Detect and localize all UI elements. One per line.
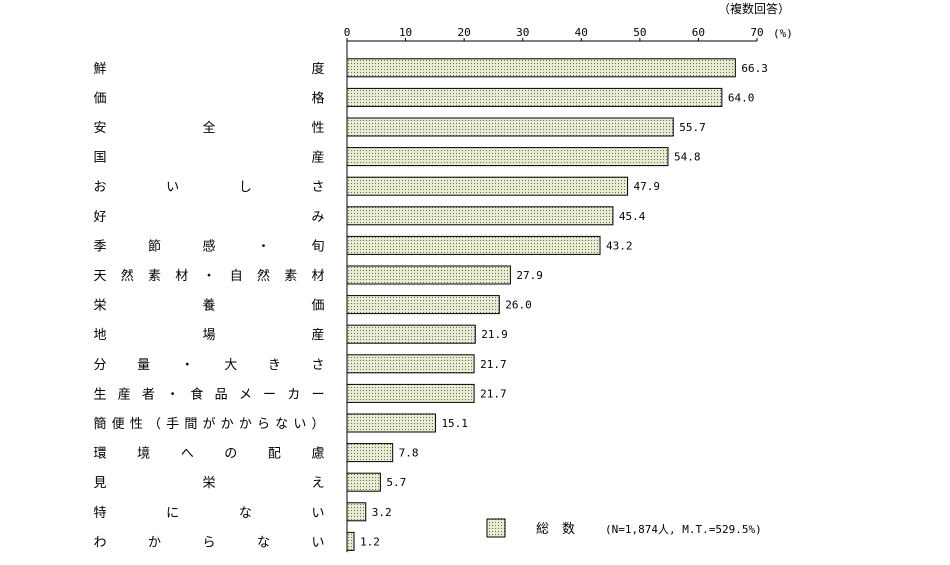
bar — [346, 87, 723, 107]
category-label: 栄養価 — [93, 298, 324, 314]
category-label: 見栄え — [93, 476, 324, 491]
value-label: 27.9 — [516, 269, 543, 282]
x-tick-label: 60 — [692, 26, 705, 39]
bar — [346, 502, 367, 522]
category-label: 国産 — [93, 150, 324, 166]
category-label: 生産者・食品メーカー — [93, 386, 324, 402]
bar — [346, 147, 669, 167]
category-label: わからない — [93, 535, 324, 550]
bar — [346, 531, 355, 551]
category-label: 季節感・旬 — [93, 238, 324, 254]
category-label: 特にない — [93, 506, 324, 521]
x-tick-label: 70 — [750, 26, 763, 39]
x-tick-label: 0 — [344, 26, 351, 39]
legend-series-name: 総 数 — [536, 522, 575, 537]
bar — [346, 354, 475, 374]
unit-label: (%) — [773, 27, 793, 40]
category-labels: 鮮度価 格安全性国 産おいしさ好 み季節感・旬天然素材・自然素材栄養価地場産分量・大き… — [93, 61, 324, 551]
legend-swatch — [486, 518, 506, 538]
category-label: 天然素材・自然素材 — [93, 268, 324, 284]
value-label: 66.3 — [741, 62, 768, 75]
category-label: 安全性 — [93, 120, 324, 136]
value-label: 1.2 — [360, 535, 380, 548]
category-label: 地場産 — [93, 327, 324, 343]
category-label: 環境への配慮 — [93, 447, 324, 462]
value-label: 15.1 — [441, 417, 468, 430]
bar — [346, 117, 674, 137]
value-label: 64.0 — [728, 91, 755, 104]
bar — [346, 413, 436, 433]
bar — [346, 206, 614, 226]
category-label: 簡便性（手間がかからない） — [93, 417, 324, 432]
value-label: 55.7 — [679, 121, 706, 134]
bar — [346, 472, 381, 492]
bar — [346, 265, 511, 285]
value-label: 21.7 — [480, 387, 507, 400]
bar — [346, 235, 601, 255]
value-label: 47.9 — [634, 180, 661, 193]
category-label: 好み — [93, 210, 324, 225]
legend: 総 数 (N=1,874人, M.T.=529.5%) — [486, 518, 762, 538]
value-label: 21.9 — [481, 328, 508, 341]
category-label: 分量・大きさ — [93, 358, 324, 373]
value-label: 54.8 — [674, 151, 701, 164]
x-tick-label: 20 — [458, 26, 471, 39]
bar — [346, 58, 736, 78]
x-tick-label: 10 — [399, 26, 412, 39]
bar — [346, 176, 629, 196]
value-label: 45.4 — [619, 210, 646, 223]
bar — [346, 324, 476, 344]
x-tick-label: 40 — [575, 26, 588, 39]
bar — [346, 443, 394, 463]
value-label: 26.0 — [505, 299, 532, 312]
bar — [346, 383, 475, 403]
value-label: 7.8 — [399, 447, 419, 460]
legend-note: (N=1,874人, M.T.=529.5%) — [605, 523, 762, 536]
value-label: 21.7 — [480, 358, 507, 371]
x-tick-label: 30 — [516, 26, 529, 39]
header-note: （複数回答） — [718, 1, 790, 16]
category-label: 鮮度 — [93, 61, 324, 77]
category-label: おいしさ — [93, 180, 324, 195]
bar — [346, 295, 500, 315]
category-label: 価格 — [93, 90, 324, 106]
value-label: 3.2 — [372, 506, 392, 519]
value-label: 5.7 — [386, 476, 406, 489]
bars: 66.3 64.0 55.7 54.8 47.9 45.4 43.2 27.9 26.0 21.9… — [346, 58, 768, 551]
value-label: 43.2 — [606, 239, 633, 252]
x-tick-label: 50 — [633, 26, 646, 39]
